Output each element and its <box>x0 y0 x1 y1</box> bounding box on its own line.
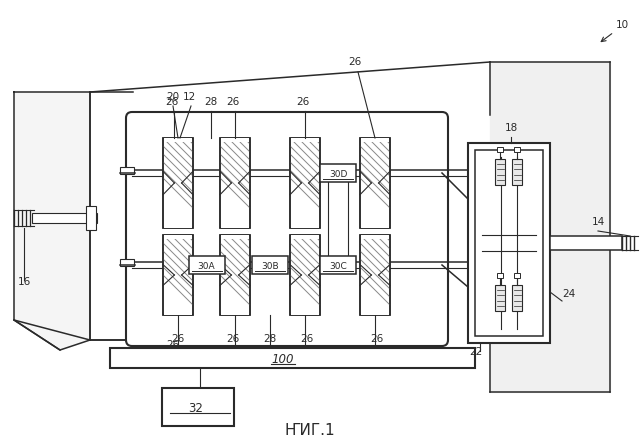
Bar <box>164 311 192 315</box>
Bar <box>221 235 249 239</box>
Bar <box>361 311 389 315</box>
Bar <box>550 236 622 250</box>
Text: 26: 26 <box>165 97 179 107</box>
Bar <box>120 259 134 266</box>
Bar <box>163 235 193 315</box>
Bar <box>291 138 319 142</box>
Bar <box>162 388 234 426</box>
Bar <box>189 256 225 274</box>
Text: 22: 22 <box>469 347 483 357</box>
Bar <box>512 159 522 185</box>
Bar <box>361 224 389 228</box>
Bar <box>360 235 390 315</box>
Bar <box>495 159 505 185</box>
Bar <box>221 311 249 315</box>
Text: 100: 100 <box>271 353 294 366</box>
Bar <box>361 138 389 142</box>
Bar <box>163 138 193 228</box>
Text: 26: 26 <box>348 57 362 67</box>
Text: 24: 24 <box>562 289 575 299</box>
Bar <box>220 138 250 228</box>
Bar <box>475 150 543 336</box>
Bar <box>32 213 97 223</box>
Bar <box>291 224 319 228</box>
Bar <box>291 235 319 239</box>
Text: 26: 26 <box>227 97 239 107</box>
Text: 20: 20 <box>166 92 180 102</box>
Text: 26: 26 <box>172 334 184 344</box>
Bar <box>221 138 249 142</box>
Bar <box>290 235 320 315</box>
Text: 30C: 30C <box>329 262 347 271</box>
Text: 12: 12 <box>182 92 196 102</box>
Bar <box>497 147 503 152</box>
Bar <box>360 138 390 228</box>
Bar <box>290 235 320 315</box>
Bar <box>220 235 250 315</box>
Bar <box>512 285 522 311</box>
Bar <box>497 273 503 278</box>
Text: 26: 26 <box>166 340 180 350</box>
Text: 28: 28 <box>264 334 276 344</box>
Bar <box>164 138 192 142</box>
Text: 30D: 30D <box>329 170 347 178</box>
Bar <box>86 206 96 230</box>
Text: 26: 26 <box>296 97 310 107</box>
Bar <box>110 348 475 368</box>
Text: 16: 16 <box>18 277 31 287</box>
Bar <box>164 224 192 228</box>
Bar <box>360 235 390 315</box>
Bar <box>495 285 505 311</box>
Bar <box>120 167 134 174</box>
Text: 28: 28 <box>204 97 217 107</box>
Bar <box>514 147 520 152</box>
Bar <box>220 138 250 228</box>
Text: 10: 10 <box>616 20 629 30</box>
Polygon shape <box>14 92 90 350</box>
Bar <box>221 224 249 228</box>
Bar <box>220 235 250 315</box>
Text: 30B: 30B <box>261 262 279 271</box>
Bar <box>361 235 389 239</box>
Bar <box>514 273 520 278</box>
Bar <box>468 143 550 343</box>
Bar <box>320 164 356 182</box>
Text: 30A: 30A <box>198 262 215 271</box>
Polygon shape <box>490 62 610 392</box>
Text: 26: 26 <box>371 334 383 344</box>
Bar <box>291 311 319 315</box>
Bar <box>320 256 356 274</box>
Bar <box>163 138 193 228</box>
Bar <box>164 235 192 239</box>
Bar <box>360 138 390 228</box>
Bar <box>290 138 320 228</box>
Bar <box>163 235 193 315</box>
Text: 32: 32 <box>189 402 204 415</box>
Bar <box>252 256 288 274</box>
Text: 14: 14 <box>591 217 605 227</box>
Text: 18: 18 <box>504 123 518 133</box>
Text: 26: 26 <box>227 334 239 344</box>
FancyBboxPatch shape <box>126 112 448 346</box>
Text: 26: 26 <box>300 334 314 344</box>
Text: ҤИГ.1: ҤИГ.1 <box>285 423 335 438</box>
Bar <box>290 138 320 228</box>
